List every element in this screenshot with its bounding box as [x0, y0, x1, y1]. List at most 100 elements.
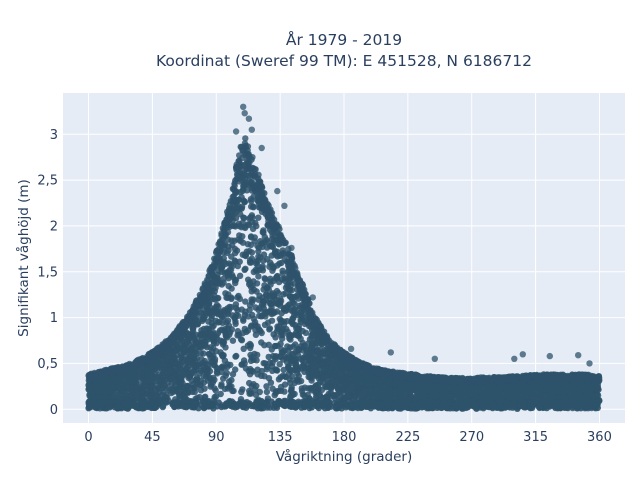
- data-point: [199, 360, 206, 367]
- data-point: [241, 198, 248, 206]
- data-point: [255, 253, 262, 260]
- data-point: [147, 387, 154, 394]
- data-point: [184, 382, 191, 390]
- data-point: [247, 196, 255, 203]
- data-point: [277, 374, 284, 381]
- data-point: [177, 381, 184, 388]
- data-point: [187, 331, 195, 339]
- data-point: [225, 322, 233, 329]
- data-point: [256, 304, 263, 312]
- data-point: [168, 374, 175, 382]
- data-point: [283, 355, 290, 362]
- data-point: [295, 378, 302, 385]
- data-point: [231, 314, 238, 322]
- data-point: [268, 252, 275, 259]
- data-point: [260, 229, 267, 236]
- data-point: [252, 386, 259, 393]
- data-point: [584, 382, 592, 390]
- data-point: [298, 385, 305, 392]
- data-point: [236, 272, 244, 279]
- data-point: [315, 351, 323, 358]
- data-point: [246, 279, 253, 286]
- data-point: [279, 335, 286, 342]
- data-point: [474, 384, 481, 391]
- data-point: [255, 214, 262, 221]
- data-point: [246, 302, 254, 309]
- data-point: [189, 326, 197, 334]
- data-point: [207, 381, 215, 388]
- data-point: [253, 267, 260, 275]
- data-point: [426, 388, 433, 395]
- data-point: [97, 377, 105, 384]
- data-point: [231, 257, 238, 264]
- data-point: [263, 383, 270, 390]
- data-point: [229, 262, 236, 270]
- data-point: [197, 350, 204, 357]
- data-point: [224, 385, 232, 392]
- data-point: [204, 305, 211, 312]
- data-point: [312, 382, 320, 390]
- data-point: [269, 290, 277, 297]
- data-point: [248, 255, 255, 262]
- data-point: [254, 366, 261, 373]
- data-point: [274, 367, 281, 374]
- data-point: [254, 242, 261, 249]
- data-point: [321, 346, 328, 354]
- data-point: [352, 393, 359, 401]
- data-point: [262, 291, 270, 299]
- data-point: [268, 307, 275, 314]
- data-point: [247, 351, 254, 359]
- data-point: [263, 366, 270, 373]
- data-point: [192, 331, 200, 338]
- data-point: [232, 320, 239, 327]
- data-point: [240, 185, 247, 193]
- data-point: [213, 340, 220, 347]
- data-point: [292, 355, 299, 363]
- data-point: [255, 273, 262, 280]
- data-point: [468, 390, 476, 398]
- data-point: [247, 357, 255, 365]
- data-point: [221, 270, 229, 277]
- data-point: [213, 335, 221, 342]
- data-point: [269, 359, 276, 366]
- data-point: [257, 238, 264, 245]
- data-point: [259, 263, 266, 270]
- data-point: [221, 327, 229, 335]
- data-point: [280, 305, 287, 312]
- data-point: [249, 219, 256, 226]
- data-point: [216, 318, 223, 326]
- data-point: [277, 353, 284, 360]
- data-point: [240, 357, 248, 364]
- data-point: [281, 277, 289, 285]
- data-point: [228, 376, 235, 384]
- data-point: [229, 337, 237, 344]
- data-point: [232, 301, 240, 308]
- data-point: [280, 366, 287, 374]
- data-point: [341, 385, 348, 392]
- data-point: [238, 388, 245, 396]
- data-point: [154, 359, 161, 366]
- data-point: [347, 370, 354, 377]
- data-point: [224, 294, 231, 302]
- data-point: [205, 318, 212, 325]
- data-point: [194, 338, 202, 345]
- data-point: [246, 247, 253, 255]
- data-point: [284, 343, 291, 350]
- data-point: [356, 375, 363, 382]
- data-point: [305, 340, 312, 347]
- data-point: [398, 379, 405, 386]
- data-point: [265, 375, 273, 382]
- data-point: [191, 350, 198, 357]
- data-point: [276, 361, 283, 368]
- data-point: [248, 203, 255, 210]
- data-point: [228, 285, 235, 292]
- data-point: [298, 363, 306, 370]
- data-point: [351, 387, 358, 394]
- data-point: [268, 243, 275, 250]
- data-point: [296, 305, 303, 312]
- data-point: [213, 277, 220, 284]
- data-point: [261, 275, 268, 282]
- data-point: [300, 344, 307, 351]
- data-point: [299, 357, 306, 364]
- data-point: [225, 243, 232, 250]
